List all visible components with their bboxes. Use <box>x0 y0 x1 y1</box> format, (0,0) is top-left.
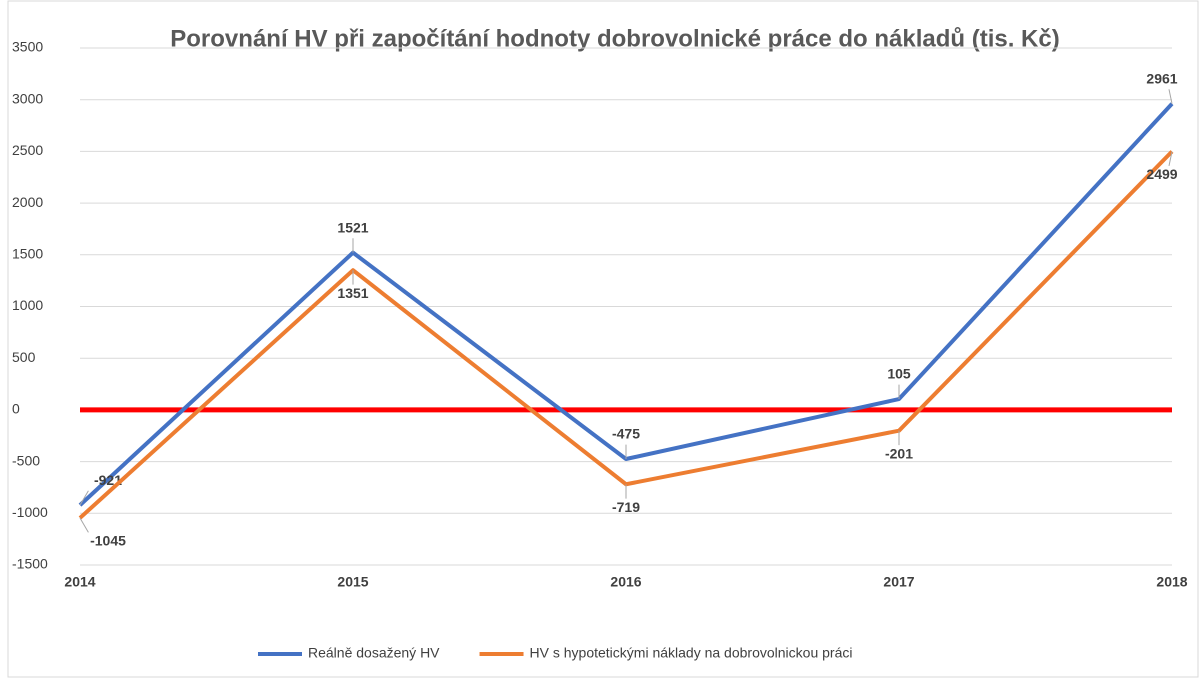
leader-line <box>79 490 89 506</box>
x-tick-label: 2015 <box>337 574 368 590</box>
y-tick-label: 1000 <box>12 297 43 313</box>
chart-frame <box>7 0 1199 678</box>
y-tick-label: 0 <box>12 401 20 417</box>
data-label: 105 <box>887 366 911 382</box>
y-tick-label: 1500 <box>12 246 43 262</box>
y-tick-label: -1500 <box>12 556 48 572</box>
data-label: -1045 <box>90 533 126 549</box>
y-tick-label: -1000 <box>12 504 48 520</box>
legend-label: Reálně dosažený HV <box>308 645 440 661</box>
data-label: -201 <box>885 445 913 461</box>
leader-line <box>79 517 89 533</box>
leader-line <box>1168 89 1173 104</box>
y-tick-label: 500 <box>12 349 36 365</box>
data-label: 2499 <box>1146 166 1177 182</box>
x-tick-label: 2014 <box>64 574 95 590</box>
y-tick-label: 2000 <box>12 194 43 210</box>
y-tick-label: 3000 <box>12 90 43 106</box>
x-tick-label: 2017 <box>883 574 914 590</box>
y-tick-label: 2500 <box>12 142 43 158</box>
legend-label: HV s hypotetickými náklady na dobrovolni… <box>530 645 853 661</box>
x-tick-label: 2018 <box>1156 574 1187 590</box>
y-tick-label: 3500 <box>12 39 43 55</box>
data-label: 2961 <box>1146 70 1177 86</box>
data-label: -475 <box>612 426 640 442</box>
y-tick-label: -500 <box>12 452 40 468</box>
data-label: 1521 <box>337 219 368 235</box>
data-label: 1351 <box>337 285 368 301</box>
x-tick-label: 2016 <box>610 574 641 590</box>
data-label: -719 <box>612 499 640 515</box>
leader-line <box>1168 151 1173 167</box>
